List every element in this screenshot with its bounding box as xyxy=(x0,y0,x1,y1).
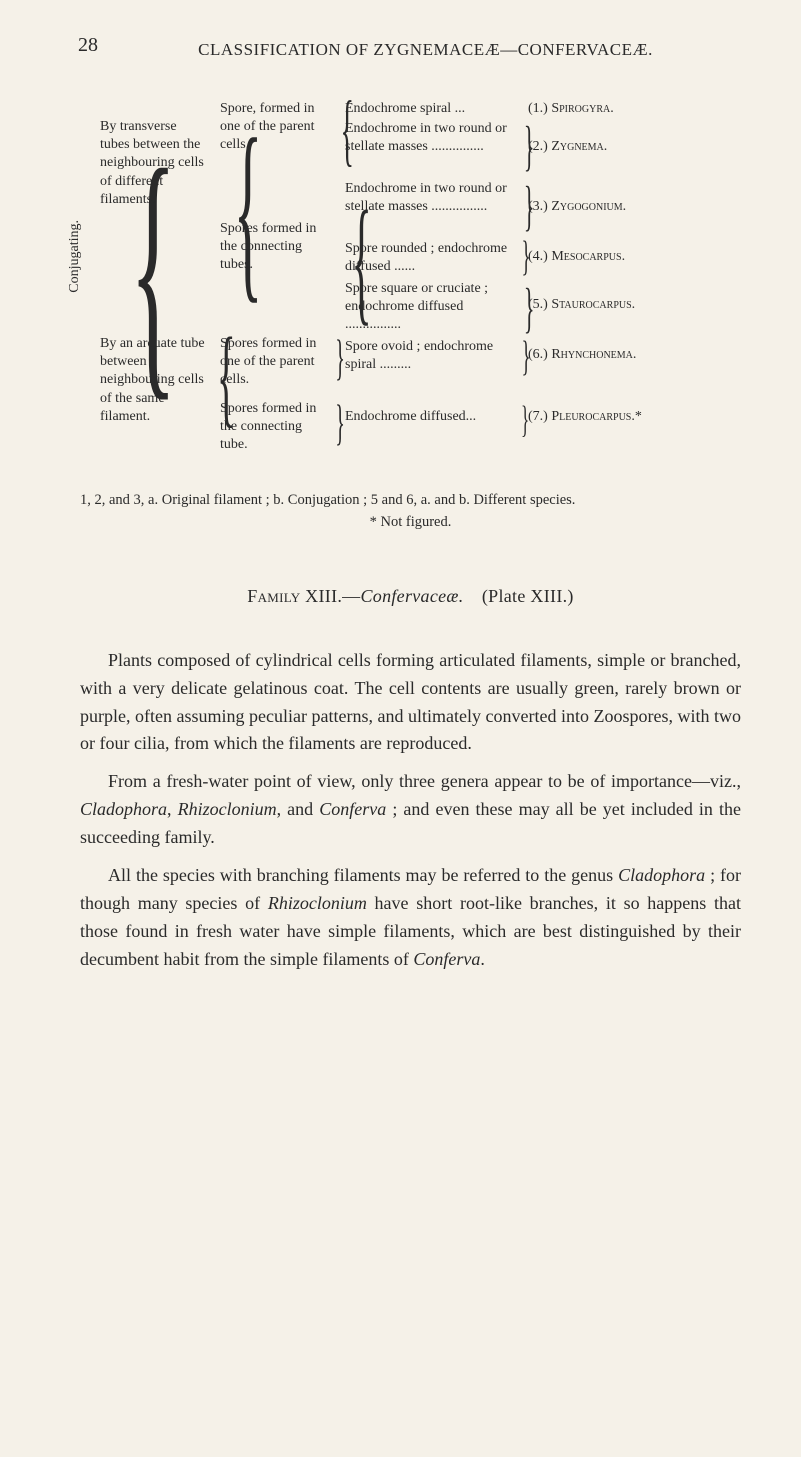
key-col3-item: Spore square or cruci­ate ; endochrome d… xyxy=(345,280,520,335)
key-col1-item: By an arcuate tube between neighbouring … xyxy=(100,335,205,426)
family-label: Family XIII.— xyxy=(247,586,360,606)
key-col2-item: Spore, formed in one of the parent cells… xyxy=(220,100,330,155)
page: 28 CLASSIFICATION OF ZYGNEMACEÆ—CONFERVA… xyxy=(0,0,801,1024)
key-col3-item: Endochrome spiral ... xyxy=(345,100,520,118)
genus-name: Zygnema. xyxy=(551,139,607,154)
body-paragraph: Plants composed of cylindrical cells for… xyxy=(80,647,741,759)
classification-key: Conjugating. { By transverse tubes betwe… xyxy=(80,100,741,470)
key-col3-item: Spore rounded ; endo­chrome diffused ...… xyxy=(345,240,520,276)
key-num: (5.) xyxy=(528,297,548,312)
genus-name: Zygogonium. xyxy=(551,199,626,214)
genus-name: Pleurocarpus.* xyxy=(551,409,642,424)
body-paragraph: From a fresh-water point of view, only t… xyxy=(80,768,741,852)
key-result: (7.) Pleurocarpus.* xyxy=(528,408,728,426)
key-result: (1.) Spirogyra. xyxy=(528,100,728,118)
key-result: (6.) Rhynchonema. xyxy=(528,346,728,364)
genus-ital: Conferva xyxy=(413,949,480,969)
body-paragraph: All the species with branching filaments… xyxy=(80,862,741,974)
key-num: (6.) xyxy=(528,347,548,362)
key-num: (7.) xyxy=(528,409,548,424)
genus-name: Rhynchonema. xyxy=(551,347,636,362)
plate-ref: (Plate XIII.) xyxy=(464,586,574,606)
page-number: 28 xyxy=(78,34,98,57)
key-col1-item: By transverse tubes between the neigh­bo… xyxy=(100,118,205,209)
genus-ital: Con­ferva xyxy=(319,799,386,819)
brace-icon: } xyxy=(335,390,345,455)
key-result: (5.) Staurocarpus. xyxy=(528,296,728,314)
family-name: Confervaceæ. xyxy=(360,586,463,606)
key-col2-item: Spores formed in one of the parent cells… xyxy=(220,335,330,390)
key-footnote-2: * Not figured. xyxy=(80,514,741,531)
key-num: (3.) xyxy=(528,199,548,214)
key-footnote: 1, 2, and 3, a. Original filament ; b. C… xyxy=(80,490,741,512)
key-result: (2.) Zygnema. xyxy=(528,138,728,156)
key-result: (4.) Mesocarpus. xyxy=(528,248,728,266)
genus-ital: Cladophora xyxy=(80,799,167,819)
key-result: (3.) Zygogonium. xyxy=(528,198,728,216)
key-col2-item: Spores formed in the con­necting tube. xyxy=(220,400,330,455)
genus-name: Spirogyra. xyxy=(551,101,613,116)
key-col3-item: Endochrome in two round or stellate mass… xyxy=(345,120,520,156)
vertical-label: Conjugating. xyxy=(66,220,84,293)
key-num: (4.) xyxy=(528,249,548,264)
genus-name: Mesocarpus. xyxy=(551,249,625,264)
key-col3-item: Spore ovoid ; endo­chrome spiral .......… xyxy=(345,338,520,374)
family-heading: Family XIII.—Confervaceæ. (Plate XIII.) xyxy=(80,586,741,607)
brace-icon: } xyxy=(335,325,345,390)
genus-ital: Cladophora xyxy=(618,865,705,885)
key-col3-item: Endochrome in two round or stellate mass… xyxy=(345,180,520,216)
key-num: (1.) xyxy=(528,101,548,116)
key-num: (2.) xyxy=(528,139,548,154)
key-col2-item: Spores formed in the con­necting tubes. xyxy=(220,220,330,275)
key-col3-item: Endochrome diffused... xyxy=(345,408,520,426)
genus-name: Staurocarpus. xyxy=(551,297,635,312)
genus-ital: Rhizoclonium xyxy=(268,893,367,913)
running-head: CLASSIFICATION OF ZYGNEMACEÆ—CONFERVACEÆ… xyxy=(80,40,741,60)
genus-ital: Rhizoclonium xyxy=(178,799,277,819)
